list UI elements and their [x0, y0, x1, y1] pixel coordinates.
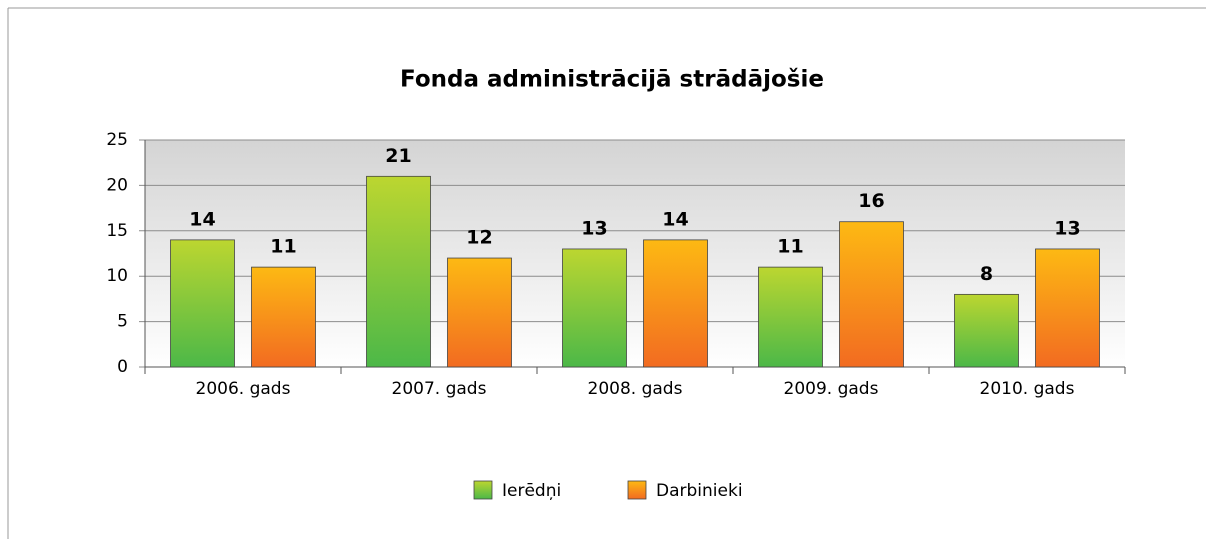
- data-label: 11: [270, 236, 296, 258]
- data-label: 21: [385, 145, 411, 167]
- y-tick-label: 0: [117, 357, 128, 377]
- data-label: 13: [1054, 217, 1080, 239]
- y-tick-label: 20: [106, 175, 128, 195]
- data-label: 8: [980, 263, 993, 285]
- data-label: 14: [189, 208, 215, 230]
- data-label: 14: [662, 208, 688, 230]
- bar: [758, 266, 823, 368]
- bar: [170, 239, 235, 368]
- y-tick-label: 25: [106, 130, 128, 150]
- bar: [954, 293, 1019, 368]
- x-tick-label: 2010. gads: [980, 379, 1075, 399]
- bar: [643, 239, 708, 368]
- legend-label: Darbinieki: [656, 481, 743, 501]
- data-label: 12: [466, 227, 492, 249]
- y-tick-label: 5: [117, 312, 128, 332]
- y-tick-label: 15: [106, 221, 128, 241]
- bar: [366, 175, 431, 368]
- legend-swatch: [473, 480, 493, 500]
- legend-label: Ierēdņi: [502, 481, 561, 501]
- legend-swatch: [627, 480, 647, 500]
- x-tick-label: 2008. gads: [588, 379, 683, 399]
- chart-title: Fonda administrācijā strādājošie: [400, 67, 824, 93]
- bar: [251, 266, 316, 368]
- bar: [1035, 248, 1100, 368]
- x-tick-label: 2006. gads: [196, 379, 291, 399]
- bar: [447, 257, 512, 368]
- x-tick-label: 2007. gads: [392, 379, 487, 399]
- data-label: 16: [858, 190, 884, 212]
- y-tick-label: 10: [106, 266, 128, 286]
- data-label: 11: [777, 236, 803, 258]
- x-tick-label: 2009. gads: [784, 379, 879, 399]
- bar: [839, 221, 904, 368]
- bar: [562, 248, 627, 368]
- data-label: 13: [581, 217, 607, 239]
